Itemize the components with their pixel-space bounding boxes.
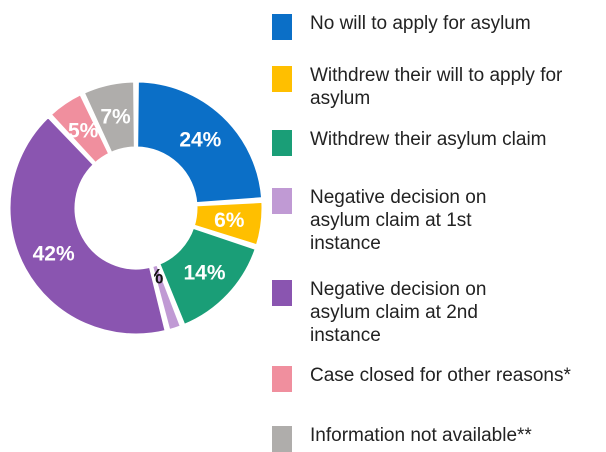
donut-slice	[7, 114, 169, 337]
slice-value-label: 14%	[184, 261, 226, 284]
donut-slice	[135, 79, 265, 206]
legend-item-not-available: Information not available**	[272, 424, 600, 452]
legend-swatch	[272, 130, 292, 156]
legend-label: Negative decision on asylum claim at 1st…	[310, 187, 487, 254]
legend-swatch	[272, 280, 292, 306]
legend-swatch	[272, 66, 292, 92]
slice-value-label: 5%	[68, 119, 99, 142]
legend-item-negative-1st: Negative decision on asylum claim at 1st…	[272, 186, 510, 255]
slice-value-label: 7%	[100, 105, 131, 128]
legend-label: Negative decision on asylum claim at 2nd…	[310, 279, 487, 346]
donut-slice	[191, 199, 265, 248]
slice-value-label: 24%	[179, 128, 221, 151]
legend-label: Information not available**	[310, 425, 532, 446]
legend-item-withdrew-will: Withdrew their will to apply for asylum	[272, 64, 606, 110]
legend-item-negative-2nd: Negative decision on asylum claim at 2nd…	[272, 278, 510, 347]
donut-slice	[81, 79, 137, 156]
legend-label: Case closed for other reasons*	[310, 365, 571, 386]
legend-swatch	[272, 14, 292, 40]
slice-value-label: 42%	[33, 242, 75, 265]
legend-swatch	[272, 366, 292, 392]
legend-item-withdrew-claim: Withdrew their asylum claim	[272, 128, 600, 156]
legend: No will to apply for asylum Withdrew the…	[272, 0, 606, 452]
legend-label: No will to apply for asylum	[310, 13, 531, 34]
legend-item-no-will: No will to apply for asylum	[272, 12, 600, 40]
legend-item-case-closed: Case closed for other reasons*	[272, 364, 600, 392]
legend-label: Withdrew their asylum claim	[310, 129, 547, 150]
donut-slice	[156, 225, 259, 328]
slice-value-label: 6%	[214, 209, 245, 232]
legend-swatch	[272, 426, 292, 452]
legend-swatch	[272, 188, 292, 214]
legend-label: Withdrew their will to apply for asylum	[310, 65, 563, 109]
